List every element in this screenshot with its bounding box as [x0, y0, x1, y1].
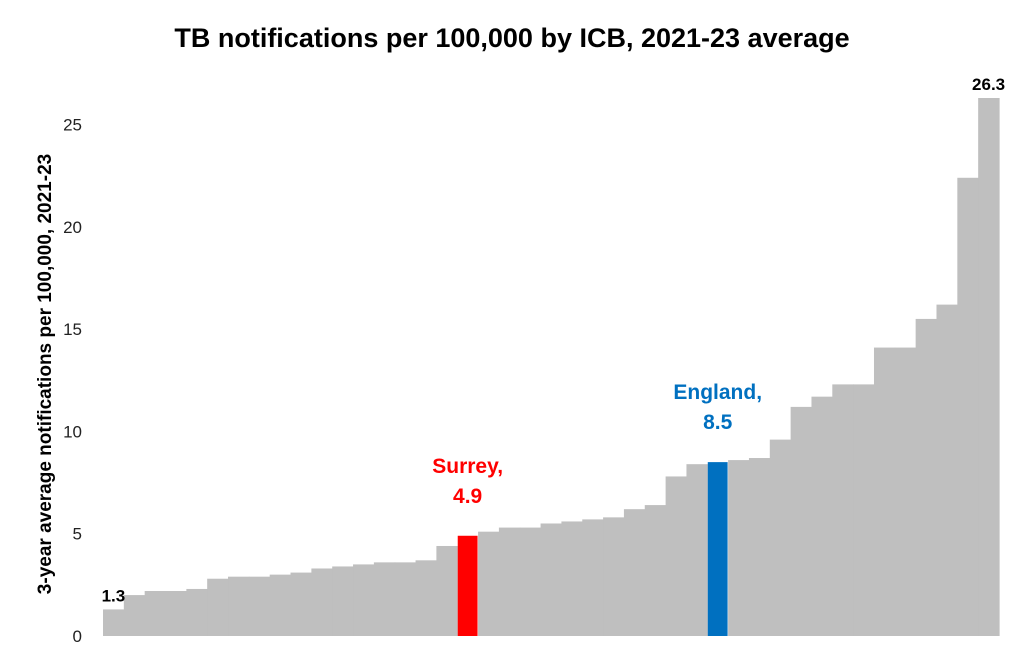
bar — [811, 396, 833, 636]
bar — [790, 406, 813, 636]
bar — [123, 595, 146, 636]
bar — [436, 545, 458, 636]
highlight-bar — [457, 535, 478, 636]
y-tick-label: 10 — [63, 422, 82, 441]
bar — [498, 527, 521, 636]
data-labels: 1.3 26.3 Surrey, 4.9 England, 8.5 — [102, 75, 1006, 605]
bar — [519, 527, 542, 636]
y-tick-label: 0 — [73, 627, 82, 646]
bar — [936, 304, 958, 636]
bar — [873, 347, 896, 636]
data-label: 26.3 — [972, 75, 1005, 94]
y-axis-label: 3-year average notifications per 100,000… — [35, 154, 56, 594]
bar — [603, 517, 625, 636]
bar — [561, 521, 583, 636]
bar — [290, 572, 312, 636]
bar — [373, 562, 396, 636]
highlight-label-value: 8.5 — [703, 411, 733, 434]
bar — [894, 347, 917, 636]
y-tick-label: 15 — [63, 320, 82, 339]
bar — [269, 574, 292, 636]
bar — [540, 523, 563, 636]
bar — [769, 439, 792, 636]
bar — [686, 464, 708, 636]
bar — [623, 509, 646, 636]
bar — [665, 476, 688, 636]
bar — [248, 576, 271, 636]
bar — [748, 458, 771, 636]
y-tick-label: 20 — [63, 218, 82, 237]
bar — [644, 505, 667, 636]
bars — [103, 98, 1000, 636]
bar — [415, 560, 437, 636]
bar — [103, 609, 125, 636]
bar — [853, 384, 875, 636]
highlight-label-name: Surrey, — [432, 455, 503, 478]
y-tick-label: 25 — [63, 116, 82, 135]
y-axis-ticks: 0 5 10 15 20 25 — [63, 116, 82, 646]
bar — [957, 177, 979, 636]
bar — [478, 531, 500, 636]
bar — [144, 590, 167, 636]
bar — [394, 562, 417, 636]
highlight-label-name: England, — [673, 381, 762, 404]
highlight-label-value: 4.9 — [453, 485, 482, 508]
data-label: 1.3 — [102, 586, 126, 605]
y-tick-label: 5 — [73, 525, 82, 544]
bar — [311, 568, 333, 636]
bar — [186, 588, 208, 636]
bar — [353, 564, 375, 636]
bar — [728, 460, 750, 636]
bar — [915, 318, 938, 636]
bar — [332, 566, 354, 636]
chart-title: TB notifications per 100,000 by ICB, 202… — [174, 23, 849, 53]
bar — [582, 519, 604, 636]
bar — [165, 590, 187, 636]
highlight-bar — [707, 462, 728, 636]
bar — [228, 576, 250, 636]
bar — [978, 98, 1000, 636]
bar — [207, 578, 229, 636]
bar — [832, 384, 854, 636]
